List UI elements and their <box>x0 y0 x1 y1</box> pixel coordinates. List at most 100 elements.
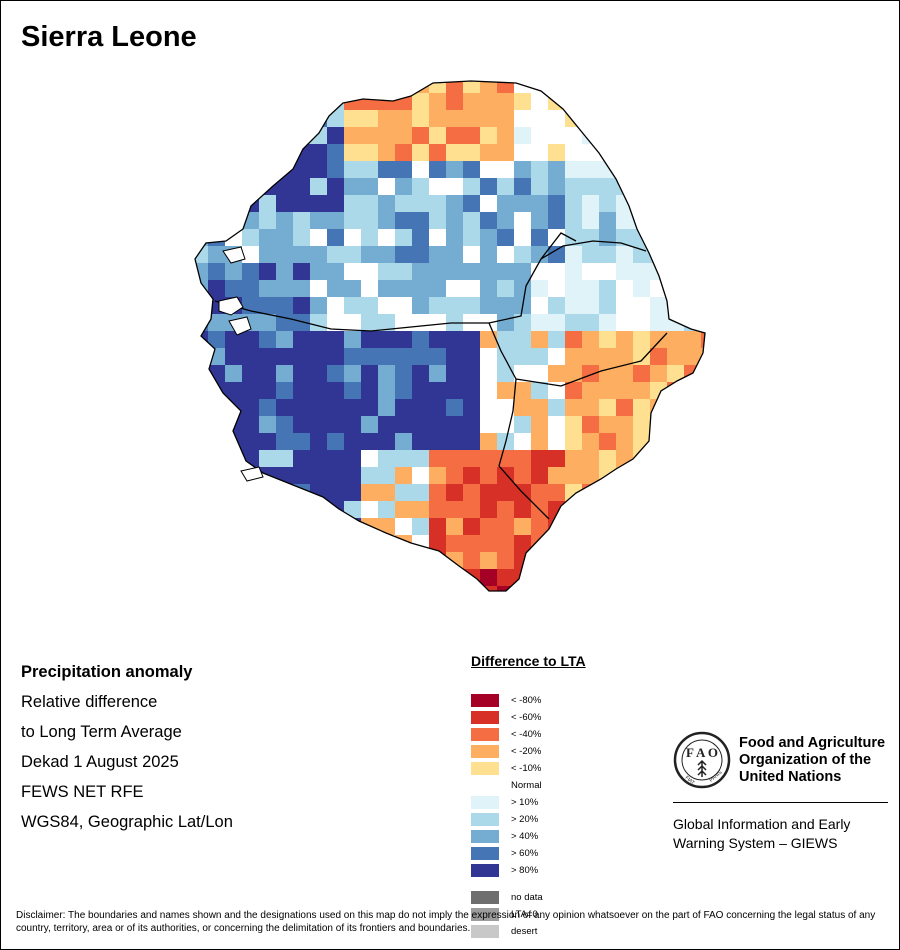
anomaly-cell <box>327 501 345 519</box>
anomaly-cell <box>310 280 328 298</box>
anomaly-cell <box>463 416 481 434</box>
anomaly-cell <box>361 518 379 536</box>
anomaly-cell <box>361 93 379 111</box>
anomaly-cell <box>361 246 379 264</box>
fao-logo-icon: F A O FIAT PANIS <box>673 731 731 789</box>
anomaly-cell <box>701 144 705 162</box>
anomaly-cell <box>378 212 396 230</box>
anomaly-cell <box>480 178 498 196</box>
anomaly-cell <box>514 161 532 179</box>
anomaly-cell <box>395 195 413 213</box>
anomaly-cell <box>310 518 328 536</box>
anomaly-cell <box>195 212 209 230</box>
anomaly-cell <box>310 586 328 591</box>
admin-boundaries <box>194 80 706 592</box>
anomaly-cell <box>616 178 634 196</box>
anomaly-cell <box>310 93 328 111</box>
anomaly-cell <box>667 450 685 468</box>
legend-extra-2-swatch <box>471 924 499 938</box>
anomaly-cell <box>195 81 209 94</box>
anomaly-cell <box>701 161 705 179</box>
anomaly-cell <box>225 161 243 179</box>
anomaly-cell <box>701 229 705 247</box>
anomaly-cell <box>633 484 651 502</box>
anomaly-cell <box>225 535 243 553</box>
anomaly-cell <box>344 348 362 366</box>
anomaly-cell <box>548 450 566 468</box>
anomaly-cell <box>327 552 345 570</box>
anomaly-cell <box>412 314 430 332</box>
anomaly-cell <box>565 212 583 230</box>
anomaly-cell <box>293 81 311 94</box>
anomaly-cell <box>497 127 515 145</box>
anomaly-cell <box>446 382 464 400</box>
anomaly-cell <box>446 127 464 145</box>
anomaly-cell <box>463 518 481 536</box>
island-1 <box>218 296 244 316</box>
anomaly-cell <box>616 535 634 553</box>
anomaly-cell <box>616 586 634 591</box>
anomaly-cell <box>395 467 413 485</box>
anomaly-cell <box>208 280 226 298</box>
anomaly-cell <box>293 280 311 298</box>
anomaly-cell <box>310 433 328 451</box>
anomaly-cell <box>195 195 209 213</box>
anomaly-cell <box>565 348 583 366</box>
anomaly-cell <box>701 552 705 570</box>
anomaly-cell <box>293 433 311 451</box>
legend-item-3-label: < -20% <box>511 745 542 757</box>
anomaly-cell <box>412 212 430 230</box>
anomaly-cell <box>395 297 413 315</box>
anomaly-cell <box>429 127 447 145</box>
anomaly-cell <box>582 484 600 502</box>
anomaly-cell <box>548 586 566 591</box>
anomaly-cell <box>497 297 515 315</box>
anomaly-cell <box>310 178 328 196</box>
legend-item-9: > 60% <box>471 846 538 860</box>
anomaly-cell <box>497 552 515 570</box>
anomaly-cell <box>276 263 294 281</box>
legend-item-5-label: Normal <box>511 779 542 791</box>
anomaly-cell <box>616 127 634 145</box>
anomaly-cell <box>361 178 379 196</box>
anomaly-cell <box>684 93 702 111</box>
anomaly-cell <box>310 161 328 179</box>
anomaly-cell <box>429 314 447 332</box>
anomaly-cell <box>446 535 464 553</box>
anomaly-cell <box>378 93 396 111</box>
anomaly-cell <box>395 450 413 468</box>
anomaly-cell <box>225 81 243 94</box>
anomaly-cell <box>667 212 685 230</box>
anomaly-cell <box>531 263 549 281</box>
anomaly-cell <box>208 127 226 145</box>
anomaly-cell <box>378 365 396 383</box>
anomaly-cell <box>531 195 549 213</box>
anomaly-cell <box>548 348 566 366</box>
anomaly-cell <box>463 467 481 485</box>
anomaly-cell <box>650 263 668 281</box>
anomaly-cell <box>531 433 549 451</box>
anomaly-cell <box>548 212 566 230</box>
legend-item-5-swatch <box>471 778 499 792</box>
anomaly-cell <box>446 586 464 591</box>
anomaly-cell <box>412 365 430 383</box>
anomaly-cell <box>565 178 583 196</box>
legend-item-4: < -10% <box>471 761 541 775</box>
disclaimer-text: Disclaimer: The boundaries and names sho… <box>16 910 876 934</box>
anomaly-cell <box>327 161 345 179</box>
anomaly-cell <box>412 433 430 451</box>
anomaly-cell <box>208 484 226 502</box>
anomaly-cell <box>599 450 617 468</box>
anomaly-cell <box>633 501 651 519</box>
anomaly-cell <box>650 212 668 230</box>
anomaly-cell <box>582 161 600 179</box>
anomaly-cell <box>276 212 294 230</box>
anomaly-cell <box>276 144 294 162</box>
anomaly-cell <box>565 161 583 179</box>
anomaly-cell <box>361 144 379 162</box>
anomaly-cell <box>616 382 634 400</box>
anomaly-cell <box>276 110 294 128</box>
anomaly-cell <box>378 569 396 587</box>
anomaly-cell <box>582 144 600 162</box>
anomaly-cell <box>616 467 634 485</box>
